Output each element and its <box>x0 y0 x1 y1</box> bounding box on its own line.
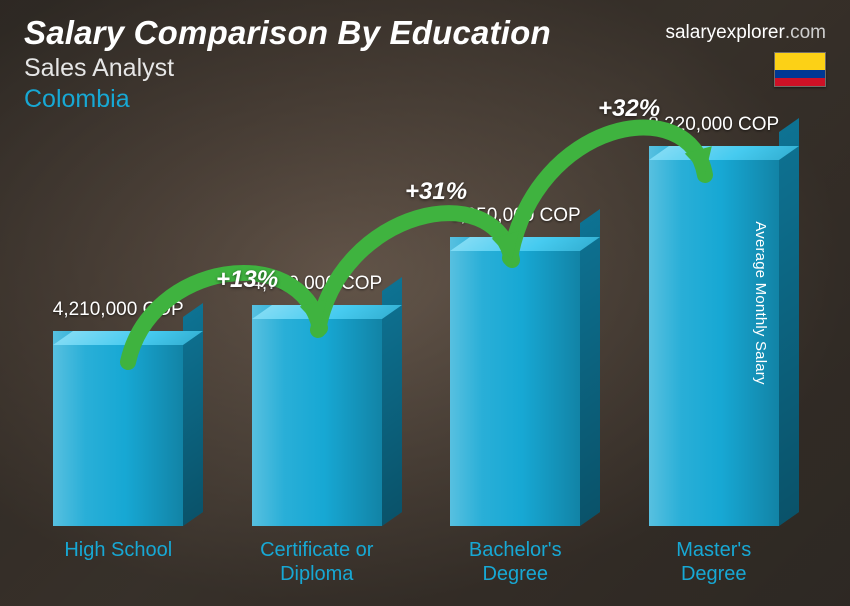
bar-shape <box>252 305 382 526</box>
flag-stripe-blue <box>775 70 825 78</box>
increase-pct-label: +13% <box>216 266 278 294</box>
bar-shape <box>450 237 580 526</box>
bar-value-label: 8,220,000 COP <box>648 114 779 136</box>
infographic-canvas: Salary Comparison By Education Sales Ana… <box>0 0 850 606</box>
bar-value-label: 6,250,000 COP <box>450 205 581 227</box>
brand-suffix: .com <box>785 22 826 43</box>
brand-logo: salaryexplorer.com <box>665 22 826 44</box>
bar-2: 6,250,000 COP Bachelor'sDegree <box>437 205 594 588</box>
bar-0: 4,210,000 COP High School <box>40 299 197 588</box>
bar-category-label: High School <box>64 538 172 588</box>
increase-pct-label: +31% <box>405 178 467 206</box>
bar-1: 4,780,000 COPCertificate orDiploma <box>239 273 396 588</box>
y-axis-label: Average Monthly Salary <box>752 221 769 384</box>
flag-stripe-yellow <box>775 53 825 70</box>
job-title: Sales Analyst <box>24 54 826 83</box>
bar-category-label: Bachelor'sDegree <box>469 538 562 588</box>
bar-shape <box>53 331 183 526</box>
brand-name: salaryexplorer <box>665 22 784 43</box>
bar-value-label: 4,210,000 COP <box>53 299 184 321</box>
flag-stripe-red <box>775 78 825 86</box>
country-name: Colombia <box>24 85 826 114</box>
bar-category-label: Master'sDegree <box>676 538 751 588</box>
country-flag-icon <box>774 52 826 87</box>
bar-category-label: Certificate orDiploma <box>260 538 373 588</box>
